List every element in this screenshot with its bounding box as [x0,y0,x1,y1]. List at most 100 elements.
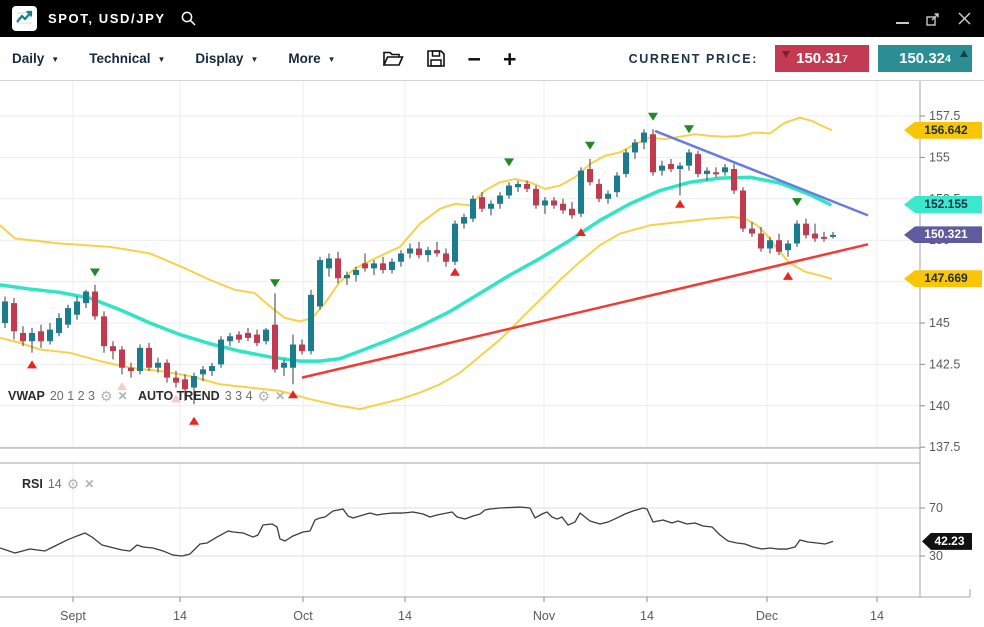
gear-icon[interactable]: ⚙ [66,476,80,492]
candle-body [290,344,296,368]
candle-body [281,362,287,368]
save-icon[interactable] [426,49,446,68]
candle-body [488,203,494,209]
candle-body [425,250,431,256]
rsi-axis-label: 70 [929,501,943,515]
price-chart-canvas[interactable]: Sept14Oct14Nov14Dec14157.5155152.5150147… [0,81,984,627]
gear-icon[interactable]: ⚙ [257,388,271,404]
candle-body [461,217,467,224]
rsi-line [0,506,834,557]
candle-body [443,253,449,262]
price-axis-label: 137.5 [929,440,960,454]
auto-trend-resistance-line [654,129,869,217]
sell-signal-arrow-icon [648,112,658,121]
sell-signal-arrow-icon [90,268,100,277]
candle-body [533,188,539,206]
more-dropdown[interactable]: More ▼ [288,51,335,66]
time-axis-label: 14 [398,609,412,623]
price-axis-badge: 156.642 [904,121,982,139]
popout-button[interactable] [925,11,941,27]
candle-body [173,377,179,383]
candle-body [308,294,314,352]
auto-trend-indicator-label: AUTO TREND 3 3 4 ⚙ ✕ [138,389,285,403]
timeframe-dropdown[interactable]: Daily ▼ [12,51,59,66]
close-icon[interactable]: ✕ [84,477,95,491]
candle-body [659,165,665,171]
candle-body [182,379,188,390]
candle-body [722,167,728,173]
buy-signal-arrow-icon-faded [171,394,181,403]
vwap-params: 20 1 2 3 [49,389,95,403]
price-axis-label: 145 [929,316,950,330]
buy-signal-arrow-icon [189,416,199,425]
candle-body [749,228,755,234]
candle-body [641,132,647,143]
price-up-arrow-icon [960,50,968,57]
price-axis-badge: 152.155 [904,196,982,213]
sell-signal-arrow-icon [792,198,802,207]
candle-body [128,367,134,372]
candle-body [110,346,116,352]
close-icon[interactable] [957,11,972,26]
candle-body [137,347,143,372]
candle-body [596,183,602,199]
bid-price-badge: 150.31 7 [775,45,869,72]
candle-body [218,339,224,365]
gear-icon[interactable]: ⚙ [100,388,113,404]
sell-signal-arrow-icon [684,125,694,134]
minimize-button[interactable] [896,14,909,24]
price-axis-label: 157.5 [929,109,960,123]
technical-dropdown[interactable]: Technical ▼ [89,51,165,66]
candle-body [317,260,323,307]
price-axis-badge: 147.669 [904,270,982,288]
sell-signal-arrow-icon [270,279,280,288]
rsi-axis-label: 30 [929,549,943,563]
price-axis-label: 140 [929,399,950,413]
candle-body [551,200,557,206]
candle-body [146,347,152,368]
zoom-out-button[interactable]: − [467,45,481,72]
buy-signal-arrow-icon-faded [117,381,127,390]
close-icon[interactable]: ✕ [275,389,286,403]
time-axis-label: 14 [173,609,187,623]
current-price-label: CURRENT PRICE: [628,51,758,66]
price-axis-label: 142.5 [929,357,960,371]
candle-body [821,236,827,239]
candle-body [371,263,377,269]
candle-body [56,318,62,333]
candle-body [398,253,404,262]
candle-body [65,308,71,325]
candle-body [479,197,485,209]
candle-body [119,349,125,368]
candle-body [497,195,503,204]
candle-body [191,375,197,388]
candle-body [299,344,305,352]
rsi-name: RSI [22,477,43,491]
technical-dropdown-label: Technical [89,51,151,66]
display-dropdown[interactable]: Display ▼ [195,51,258,66]
chevron-down-icon: ▼ [327,55,336,64]
candle-body [254,334,260,343]
candle-body [758,233,764,249]
open-layout-folder-icon[interactable] [382,49,404,68]
zoom-in-button[interactable]: + [502,45,517,72]
price-axis-badge: 150.321 [904,226,982,244]
candle-body [506,185,512,196]
candle-body [407,248,413,254]
buy-signal-arrow-icon [288,390,298,399]
rsi-value-badge: 42.23 [922,532,972,550]
chart-toolbar: Daily ▼ Technical ▼ Display ▼ More ▼ − +… [0,37,984,81]
candle-body [389,261,395,271]
close-icon[interactable]: ✕ [117,389,128,403]
auto-trend-support-line [301,243,869,379]
candle-body [83,291,89,304]
search-icon[interactable] [180,10,197,27]
candle-body [200,369,206,375]
time-axis-label: Oct [293,609,313,623]
timeframe-dropdown-label: Daily [12,51,45,66]
candle-body [380,263,386,271]
candle-body [47,329,53,342]
candle-body [632,142,638,153]
candle-body [569,208,575,216]
candle-body [524,183,530,189]
